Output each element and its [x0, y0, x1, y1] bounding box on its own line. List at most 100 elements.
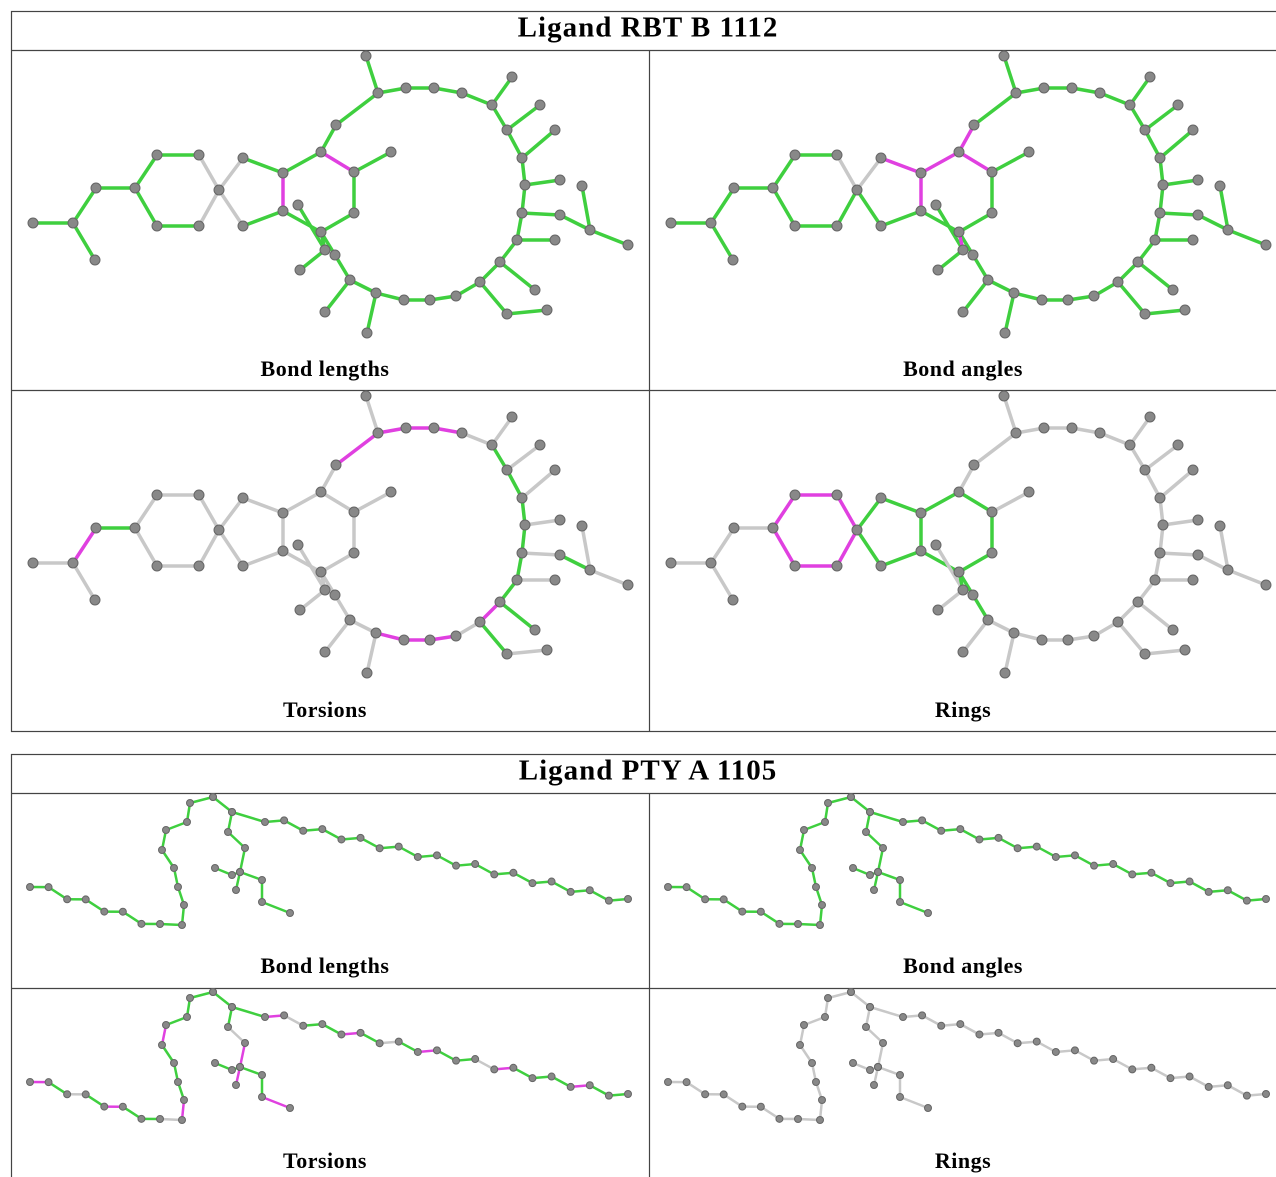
atom [919, 817, 926, 824]
atom [502, 465, 512, 475]
atom [875, 869, 882, 876]
bond [507, 445, 540, 470]
atom [175, 884, 182, 891]
atom [987, 548, 997, 558]
atom [550, 575, 560, 585]
panel-caption: Rings [935, 697, 991, 722]
atom [242, 1040, 249, 1047]
atom [1186, 1073, 1193, 1080]
atom [1193, 515, 1203, 525]
atom [876, 153, 886, 163]
atom [863, 829, 870, 836]
bond [262, 902, 290, 913]
bond [1228, 570, 1266, 585]
bond [992, 492, 1029, 512]
atom [429, 83, 439, 93]
atom [1067, 83, 1077, 93]
atom [1067, 423, 1077, 433]
bond [336, 433, 378, 465]
bond [367, 633, 376, 673]
atom [349, 507, 359, 517]
atom [82, 1091, 89, 1098]
bond [522, 553, 560, 555]
atom [897, 899, 904, 906]
atom [897, 877, 904, 884]
atom [876, 493, 886, 503]
bond [73, 223, 95, 260]
atom [1110, 861, 1117, 868]
molecule [28, 51, 633, 338]
atom [225, 1024, 232, 1031]
atom [1193, 550, 1203, 560]
atom [605, 1092, 612, 1099]
atom [214, 185, 224, 195]
bond [590, 230, 628, 245]
atom [1140, 309, 1150, 319]
atom [229, 1067, 236, 1074]
bond [321, 213, 354, 232]
atom [1071, 852, 1078, 859]
atom [187, 800, 194, 807]
bond [219, 530, 243, 566]
atom [399, 635, 409, 645]
atom [954, 567, 964, 577]
atom [194, 150, 204, 160]
atom [1125, 440, 1135, 450]
atom [152, 561, 162, 571]
atom [1150, 235, 1160, 245]
atom [876, 221, 886, 231]
bond [992, 152, 1029, 172]
bond [590, 570, 628, 585]
atom [567, 888, 574, 895]
bond [73, 528, 96, 563]
atom [958, 307, 968, 317]
bond [321, 492, 354, 512]
bond [500, 602, 535, 630]
bond [837, 530, 857, 566]
atom [287, 910, 294, 917]
panel-caption: Bond lengths [261, 953, 390, 978]
atom [790, 150, 800, 160]
atom [822, 1014, 829, 1021]
atom [1223, 565, 1233, 575]
molecule [28, 391, 633, 678]
atom [848, 989, 855, 996]
bond [959, 213, 992, 232]
panel-caption: Torsions [283, 697, 367, 722]
atom [867, 809, 874, 816]
molecule [666, 391, 1271, 678]
atom [1063, 295, 1073, 305]
atom [68, 218, 78, 228]
atom [300, 827, 307, 834]
atom [1033, 1038, 1040, 1045]
atom [897, 1094, 904, 1101]
atom [801, 827, 808, 834]
atom [1180, 645, 1190, 655]
atom [401, 83, 411, 93]
bond [507, 650, 547, 654]
atom [512, 575, 522, 585]
atom [119, 1103, 126, 1110]
atom [832, 490, 842, 500]
atom [925, 1105, 932, 1112]
atom [550, 465, 560, 475]
bond [921, 152, 959, 173]
bond [773, 188, 795, 226]
bond [1118, 282, 1145, 314]
atom [1188, 575, 1198, 585]
atom [1052, 853, 1059, 860]
atom [119, 908, 126, 915]
atom [1223, 225, 1233, 235]
atom [507, 412, 517, 422]
atom [1243, 897, 1250, 904]
atom [376, 845, 383, 852]
atom [916, 206, 926, 216]
atom [529, 1075, 536, 1082]
atom [429, 423, 439, 433]
page: Ligand RBT B 1112 Bond lengths Bond angl… [0, 0, 1276, 1177]
atom [817, 1117, 824, 1124]
atom [1168, 285, 1178, 295]
bond [711, 563, 733, 600]
atom [472, 1056, 479, 1063]
atom [210, 794, 217, 801]
